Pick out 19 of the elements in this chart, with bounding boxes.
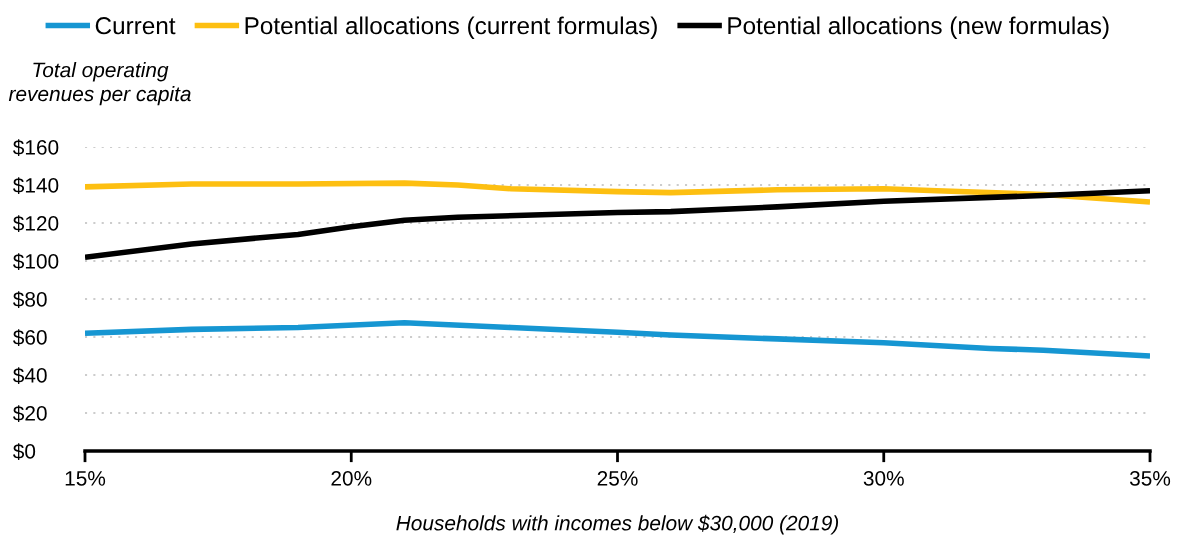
y-tick-label: $60 xyxy=(13,329,47,346)
y-axis-title: Total operating revenues per capita xyxy=(8,62,191,106)
y-tick-label: $100 xyxy=(13,253,59,270)
x-tick-label: 25% xyxy=(597,470,638,486)
y-tick-label: $160 xyxy=(13,139,59,156)
x-tick-label: 35% xyxy=(1129,470,1171,486)
y-tick-label: $140 xyxy=(13,177,59,194)
x-tick-label: 20% xyxy=(331,470,372,486)
legend-label: Potential allocations (current formulas) xyxy=(245,16,657,40)
x-tick-label: 30% xyxy=(863,470,904,486)
x-tick-label: 15% xyxy=(65,471,106,486)
y-tick-label: $80 xyxy=(13,291,47,308)
y-tick-label: $20 xyxy=(13,405,47,422)
y-tick-label: $40 xyxy=(13,367,47,384)
x-axis-title: Households with incomes below $30,000 (2019) xyxy=(396,514,839,535)
y-tick-label: $0 xyxy=(13,443,36,460)
y-tick-label: $120 xyxy=(13,215,59,232)
legend-label: Current xyxy=(95,17,176,35)
legend-label: Potential allocations (new formulas) xyxy=(728,16,1109,40)
